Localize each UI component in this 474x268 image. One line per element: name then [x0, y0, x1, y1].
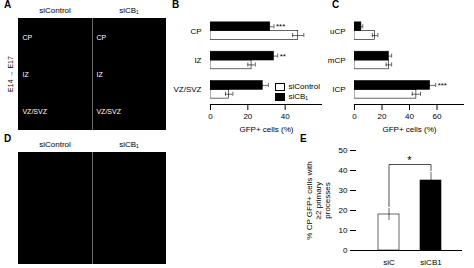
svg-text:20: 20 [243, 112, 252, 121]
html-text:E14 → E17: E14 → E17 [7, 56, 14, 92]
svg-text:10: 10 [339, 226, 348, 235]
svg-text:0: 0 [352, 112, 357, 121]
svg-text:40: 40 [339, 166, 348, 175]
html-text:siControl: siControl [288, 82, 320, 91]
svg-text:**: ** [280, 52, 286, 61]
html-text:IZ: IZ [22, 70, 29, 78]
svg-text:0: 0 [208, 112, 213, 121]
html-text:VZ/SVZ: VZ/SVZ [96, 107, 121, 115]
svg-text:mCP: mCP [328, 56, 346, 65]
html-text:E: E [300, 133, 307, 144]
svg-text:*: * [407, 154, 412, 166]
html-text:A: A [4, 0, 12, 10]
html-text:% CP GFP+ cells with ≥2 primar: % CP GFP+ cells with ≥2 primary processe… [304, 160, 332, 240]
svg-text:0: 0 [343, 246, 348, 255]
html-text:IZ: IZ [96, 70, 103, 78]
svg-text:20: 20 [339, 206, 348, 215]
html-text:CP: CP [22, 33, 33, 41]
svg-text:50: 50 [339, 146, 348, 155]
svg-text:VZ/SVZ: VZ/SVZ [173, 85, 201, 94]
html-text:D: D [4, 133, 12, 144]
html-text:B: B [172, 0, 180, 10]
html-text:VZ/SVZ: VZ/SVZ [22, 107, 47, 115]
html-text:siControl: siControl [39, 140, 71, 149]
svg-text:***: *** [276, 22, 285, 31]
svg-text:***: *** [438, 81, 447, 90]
svg-text:30: 30 [339, 186, 348, 195]
svg-text:20: 20 [378, 112, 387, 121]
svg-text:40: 40 [405, 112, 414, 121]
svg-text:60: 60 [433, 112, 442, 121]
html-text:CP: CP [96, 33, 107, 41]
html-text:C: C [332, 0, 340, 10]
svg-text:GFP+ cells (%): GFP+ cells (%) [382, 125, 436, 134]
html-text:siCB₁: siCB₁ [119, 6, 139, 15]
svg-text:CP: CP [190, 27, 201, 36]
svg-text:GFP+ cells (%): GFP+ cells (%) [239, 125, 293, 134]
html-text:siCB₁: siCB₁ [288, 92, 308, 101]
svg-text:siC: siC [383, 258, 395, 267]
svg-text:uCP: uCP [330, 27, 346, 36]
html-text:siControl: siControl [39, 6, 71, 15]
svg-text:siCB1: siCB1 [420, 258, 442, 267]
svg-text:IZ: IZ [194, 56, 201, 65]
svg-text:40: 40 [281, 112, 290, 121]
svg-text:lCP: lCP [333, 85, 346, 94]
html-text:siCB₁: siCB₁ [119, 140, 139, 149]
